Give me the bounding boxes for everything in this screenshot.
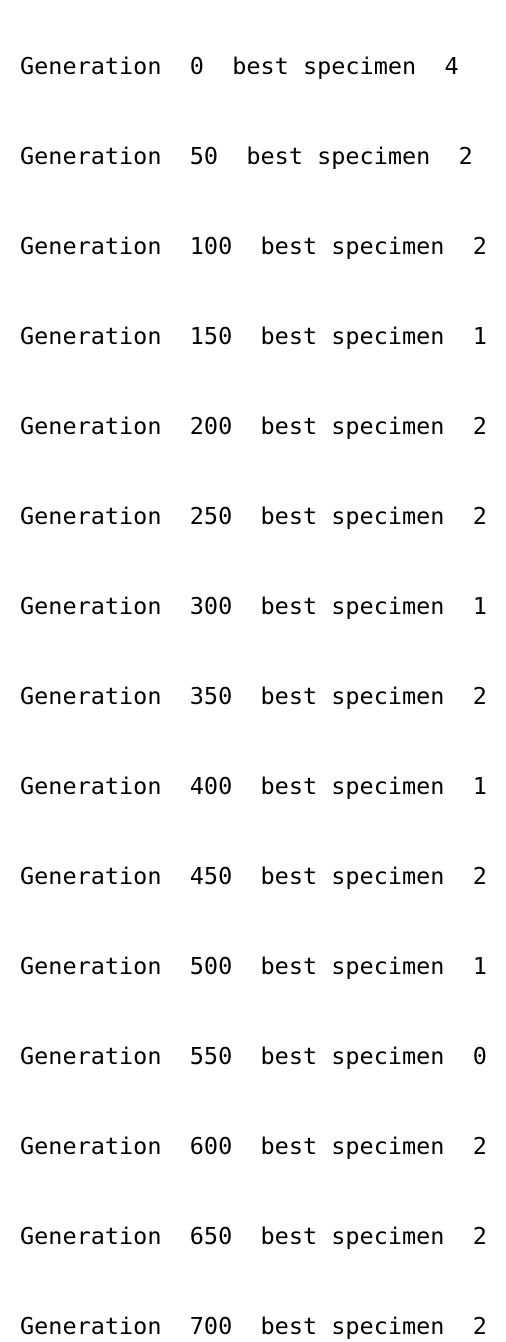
- console-line: Generation 100 best specimen 2: [20, 232, 487, 260]
- console-line: Generation 600 best specimen 2: [20, 1132, 487, 1160]
- console-line: Generation 0 best specimen 4: [20, 52, 459, 80]
- console-line: Generation 50 best specimen 2: [20, 142, 473, 170]
- console-line: Generation 250 best specimen 2: [20, 502, 487, 530]
- console-line: Generation 350 best specimen 2: [20, 682, 487, 710]
- console-line: Generation 400 best specimen 1: [20, 772, 487, 800]
- console-line: Generation 450 best specimen 2: [20, 862, 487, 890]
- console-line: Generation 300 best specimen 1: [20, 592, 487, 620]
- console-line: Generation 500 best specimen 1: [20, 952, 487, 980]
- console-output: Generation 0 best specimen 4 Generation …: [20, 0, 487, 1342]
- console-line: Generation 150 best specimen 1: [20, 322, 487, 350]
- console-line: Generation 550 best specimen 0: [20, 1042, 487, 1070]
- console-line: Generation 200 best specimen 2: [20, 412, 487, 440]
- console-line: Generation 700 best specimen 2: [20, 1312, 487, 1340]
- console-line: Generation 650 best specimen 2: [20, 1222, 487, 1250]
